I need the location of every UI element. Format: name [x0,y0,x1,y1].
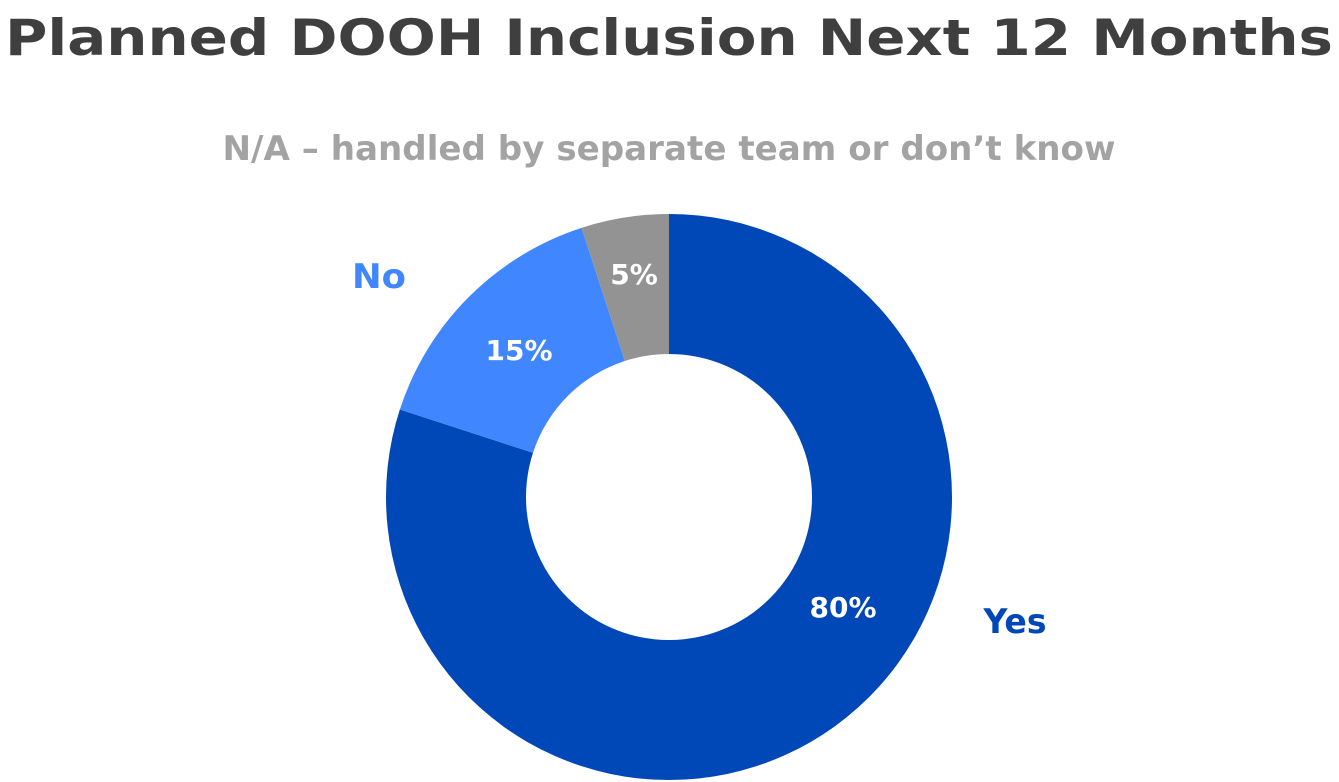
slice-n-a-handled-by-separate-team-or-don-t-know [581,214,669,361]
category-label: Yes [983,602,1047,642]
labels-group: 80% Yes 15% No 5% N/A – handled by separate t… [223,129,1116,642]
slice-no [399,227,625,453]
chart-title: Planned DOOH Inclusion Next 12 Months [5,9,1333,67]
value-label: 15% [485,334,552,367]
category-label: N/A – handled by separate team or don’t … [223,129,1116,169]
value-label: 80% [809,591,876,624]
slices-group [386,214,952,780]
value-label: 5% [610,258,658,291]
slice-yes [386,214,952,780]
category-label: No [352,257,406,297]
